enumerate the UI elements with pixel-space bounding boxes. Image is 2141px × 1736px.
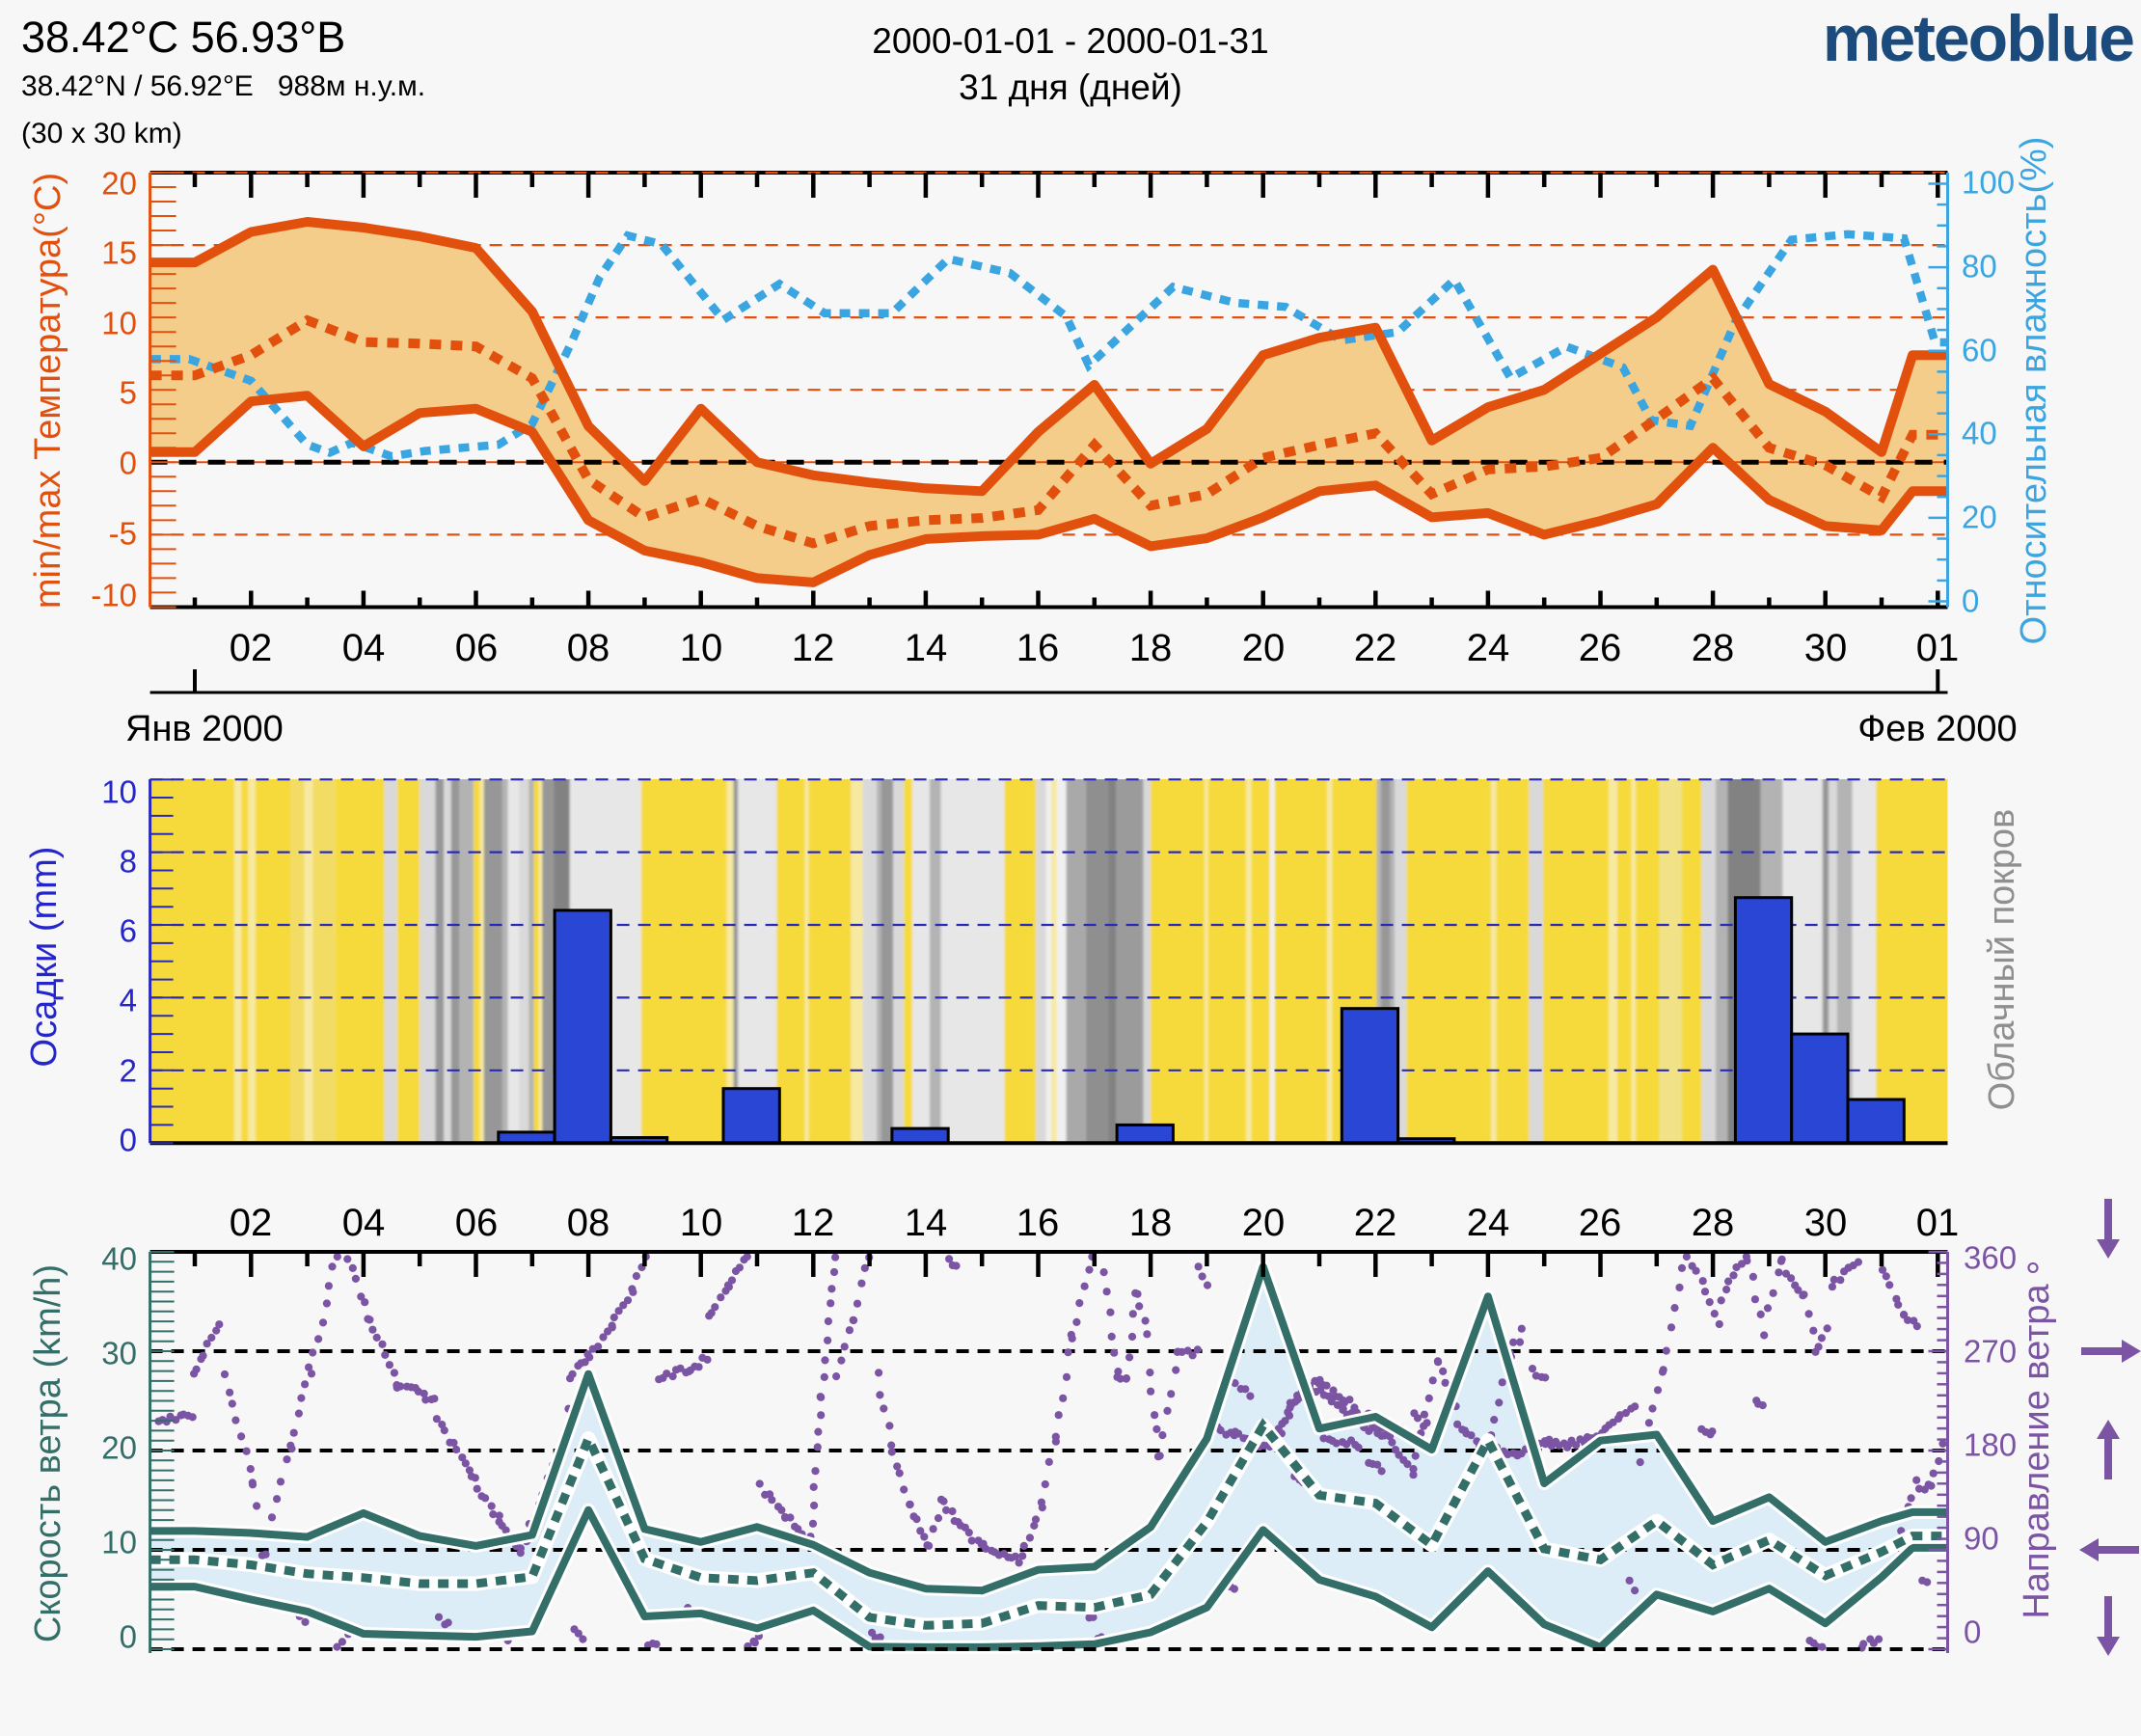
svg-text:(30 x 30 km): (30 x 30 km) <box>21 118 182 149</box>
svg-text:0: 0 <box>120 1123 137 1158</box>
svg-text:10: 10 <box>101 306 137 341</box>
svg-text:08: 08 <box>567 1202 610 1244</box>
svg-text:16: 16 <box>1016 627 1060 669</box>
svg-text:30: 30 <box>1804 1202 1848 1244</box>
svg-text:360: 360 <box>1964 1240 2017 1276</box>
svg-text:20: 20 <box>1242 1202 1286 1244</box>
svg-text:40: 40 <box>1962 416 1997 451</box>
svg-text:0: 0 <box>120 1619 137 1655</box>
svg-text:12: 12 <box>792 1202 835 1244</box>
svg-text:30: 30 <box>1804 627 1848 669</box>
svg-text:06: 06 <box>455 1202 499 1244</box>
svg-text:28: 28 <box>1692 627 1735 669</box>
svg-text:4: 4 <box>120 983 137 1018</box>
svg-text:18: 18 <box>1129 1202 1173 1244</box>
svg-text:8: 8 <box>120 844 137 880</box>
svg-text:14: 14 <box>905 627 948 669</box>
svg-text:180: 180 <box>1964 1427 2017 1463</box>
svg-text:06: 06 <box>455 627 499 669</box>
svg-text:min/max Температура(°C): min/max Температура(°C) <box>28 173 68 609</box>
svg-text:20: 20 <box>101 166 137 202</box>
svg-text:Фев 2000: Фев 2000 <box>1857 709 2017 749</box>
svg-text:38.42°N / 56.92°E 988м н.у.м: 38.42°N / 56.92°E 988м н.у.м. <box>21 70 425 102</box>
svg-text:20: 20 <box>1962 500 1997 535</box>
svg-text:28: 28 <box>1692 1202 1735 1244</box>
svg-text:26: 26 <box>1579 627 1622 669</box>
svg-text:Скорость ветра (km/h): Скорость ветра (km/h) <box>28 1264 68 1642</box>
svg-text:20: 20 <box>101 1430 137 1466</box>
svg-text:26: 26 <box>1579 1202 1622 1244</box>
svg-text:meteoblue: meteoblue <box>1823 2 2133 75</box>
svg-text:-10: -10 <box>91 578 137 613</box>
svg-text:100: 100 <box>1962 165 2015 201</box>
svg-text:Направление ветра: Направление ветра <box>2017 1284 2057 1619</box>
svg-text:270: 270 <box>1964 1334 2017 1370</box>
svg-text:08: 08 <box>567 627 610 669</box>
svg-text:18: 18 <box>1129 627 1173 669</box>
svg-text:Облачный покров: Облачный покров <box>1982 809 2022 1111</box>
svg-text:31 дня (дней): 31 дня (дней) <box>959 68 1182 107</box>
svg-text:90: 90 <box>1964 1521 1999 1557</box>
svg-text:2000-01-01 - 2000-01-31: 2000-01-01 - 2000-01-31 <box>872 21 1268 61</box>
svg-text:02: 02 <box>230 627 273 669</box>
svg-text:22: 22 <box>1354 1202 1397 1244</box>
svg-text:10: 10 <box>680 1202 723 1244</box>
svg-text:20: 20 <box>1242 627 1286 669</box>
svg-text:10: 10 <box>101 1525 137 1560</box>
svg-text:2: 2 <box>120 1053 137 1089</box>
svg-text:04: 04 <box>342 1202 386 1244</box>
svg-text:0: 0 <box>1962 583 1979 619</box>
svg-text:°: ° <box>2025 1256 2041 1298</box>
svg-text:38.42°C 56.93°B: 38.42°C 56.93°B <box>21 13 345 62</box>
svg-text:Янв 2000: Янв 2000 <box>125 709 284 749</box>
svg-text:30: 30 <box>101 1336 137 1371</box>
svg-text:40: 40 <box>101 1241 137 1277</box>
svg-text:0: 0 <box>1964 1614 1981 1650</box>
svg-text:-5: -5 <box>109 516 137 552</box>
svg-text:12: 12 <box>792 627 835 669</box>
svg-text:16: 16 <box>1016 1202 1060 1244</box>
svg-text:60: 60 <box>1962 333 1997 368</box>
svg-text:Осадки (mm): Осадки (mm) <box>24 847 65 1068</box>
svg-text:15: 15 <box>101 235 137 271</box>
svg-text:80: 80 <box>1962 249 1997 285</box>
svg-text:5: 5 <box>120 375 137 411</box>
svg-text:14: 14 <box>905 1202 948 1244</box>
svg-text:6: 6 <box>120 913 137 949</box>
svg-text:Относительная влажность(%): Относительная влажность(%) <box>2014 137 2054 645</box>
svg-text:22: 22 <box>1354 627 1397 669</box>
svg-text:24: 24 <box>1467 1202 1510 1244</box>
svg-text:0: 0 <box>120 446 137 481</box>
svg-text:02: 02 <box>230 1202 273 1244</box>
svg-text:01: 01 <box>1916 627 1960 669</box>
svg-text:01: 01 <box>1916 1202 1960 1244</box>
svg-text:10: 10 <box>680 627 723 669</box>
svg-text:10: 10 <box>101 774 137 810</box>
svg-text:04: 04 <box>342 627 386 669</box>
svg-text:24: 24 <box>1467 627 1510 669</box>
